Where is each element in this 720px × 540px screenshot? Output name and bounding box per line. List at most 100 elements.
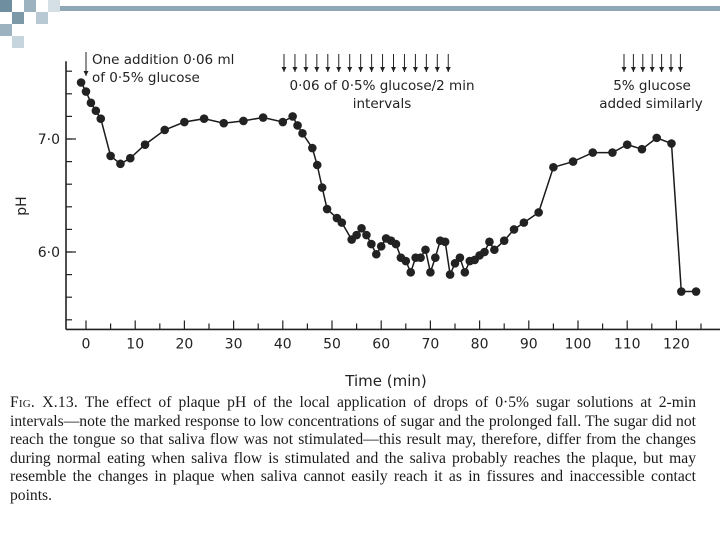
deco-square bbox=[12, 12, 24, 24]
annotation-arrow-head bbox=[281, 67, 287, 72]
annotation-arrow-head bbox=[412, 67, 418, 72]
series-line bbox=[80, 82, 697, 293]
annotation-arrow-head bbox=[401, 67, 407, 72]
x-tick-label: 90 bbox=[520, 336, 538, 352]
data-point bbox=[499, 236, 509, 245]
y-axis-ticks: 7·0 6·0 bbox=[38, 70, 76, 321]
x-tick-label: 30 bbox=[225, 336, 243, 352]
data-point bbox=[455, 253, 465, 262]
y-tick-label: 7·0 bbox=[38, 132, 60, 148]
deco-bar bbox=[60, 6, 720, 11]
data-point bbox=[376, 242, 386, 251]
y-tick-label: 6·0 bbox=[38, 245, 60, 261]
annotation-arrow-head bbox=[445, 67, 451, 72]
annotation-arrow-head bbox=[83, 71, 89, 76]
data-point bbox=[278, 117, 288, 127]
data-point bbox=[140, 140, 150, 149]
data-point bbox=[421, 245, 430, 255]
annotation-arrow-head bbox=[668, 67, 674, 72]
data-point bbox=[519, 218, 529, 227]
annotation-text: 0·06 of 0·5% glucose/2 min bbox=[289, 78, 474, 94]
caption-lead: Fig. X.13. bbox=[10, 394, 78, 411]
data-point bbox=[622, 140, 632, 149]
slide-decoration bbox=[0, 0, 720, 48]
data-point bbox=[431, 253, 440, 262]
data-point bbox=[460, 268, 470, 277]
data-point bbox=[652, 133, 662, 143]
x-tick-label: 70 bbox=[421, 336, 439, 352]
annotation-arrow-head bbox=[677, 67, 683, 72]
x-axis-ticks: 0 10 20 30 40 50 60 70 80 90 100 110 120 bbox=[82, 320, 702, 352]
data-point bbox=[96, 114, 106, 123]
data-point bbox=[534, 208, 543, 217]
x-tick-label: 0 bbox=[82, 336, 91, 352]
annotation-arrow-head bbox=[369, 67, 375, 72]
data-point bbox=[76, 78, 86, 87]
y-axis-label: pH bbox=[14, 196, 30, 215]
annotation-text: of 0·5% glucose bbox=[92, 70, 200, 86]
data-point bbox=[367, 239, 376, 249]
deco-square bbox=[48, 0, 60, 12]
deco-square bbox=[36, 12, 48, 24]
annotation-arrow-head bbox=[659, 67, 665, 72]
x-tick-label: 60 bbox=[372, 336, 390, 352]
x-tick-label: 100 bbox=[565, 336, 592, 352]
data-point bbox=[317, 183, 327, 192]
data-point bbox=[416, 253, 425, 262]
annotation-arrow-head bbox=[347, 67, 353, 72]
data-point bbox=[426, 268, 435, 277]
data-point bbox=[637, 144, 647, 154]
data-point bbox=[91, 106, 101, 116]
annotation-text: One addition 0·06 ml bbox=[92, 52, 234, 68]
x-tick-label: 40 bbox=[274, 336, 292, 352]
plot-area bbox=[76, 78, 701, 296]
data-point bbox=[86, 98, 96, 108]
data-point bbox=[588, 148, 598, 157]
data-point bbox=[308, 143, 317, 153]
data-point bbox=[288, 112, 297, 121]
annotation-arrow-head bbox=[325, 67, 331, 72]
data-point bbox=[490, 245, 499, 255]
x-tick-label: 10 bbox=[126, 336, 144, 352]
caption-text: The effect of plaque pH of the local app… bbox=[10, 394, 696, 504]
data-point bbox=[219, 118, 229, 128]
annotation-text: intervals bbox=[353, 96, 412, 112]
data-point bbox=[312, 160, 322, 170]
annotation-arrow-head bbox=[292, 67, 298, 72]
data-point bbox=[480, 247, 489, 257]
annotation-arrow-head bbox=[391, 67, 396, 72]
data-point bbox=[357, 223, 366, 233]
data-point bbox=[337, 218, 347, 227]
annotation-arrow-head bbox=[434, 67, 440, 72]
annotation-arrow-head bbox=[314, 67, 320, 72]
annotation-text: 5% glucose bbox=[613, 78, 691, 94]
annotation-arrow-head bbox=[303, 67, 309, 72]
x-tick-label: 80 bbox=[471, 336, 489, 352]
data-point bbox=[608, 148, 617, 157]
data-point bbox=[667, 139, 676, 148]
x-tick-label: 20 bbox=[175, 336, 193, 352]
data-point bbox=[362, 230, 371, 240]
data-point bbox=[440, 237, 450, 247]
data-point bbox=[81, 87, 91, 96]
annotation-arrow-head bbox=[621, 67, 627, 72]
data-point bbox=[401, 256, 411, 266]
annotation-arrow-head bbox=[630, 67, 636, 72]
data-point bbox=[677, 287, 686, 296]
annotation-text: added similarly bbox=[599, 96, 703, 112]
x-tick-label: 50 bbox=[323, 336, 341, 352]
data-point bbox=[509, 225, 519, 234]
annotation-arrow-head bbox=[336, 67, 342, 72]
deco-square bbox=[0, 24, 12, 36]
data-point bbox=[239, 116, 248, 126]
x-tick-label: 110 bbox=[614, 336, 641, 352]
data-point bbox=[549, 162, 558, 172]
data-point bbox=[258, 113, 268, 122]
data-point bbox=[485, 237, 494, 247]
data-point bbox=[116, 159, 125, 169]
data-point bbox=[450, 259, 460, 268]
annotation-arrow-head bbox=[358, 67, 364, 72]
chart-axes bbox=[65, 61, 720, 331]
data-point bbox=[293, 121, 302, 130]
data-point bbox=[568, 157, 578, 166]
